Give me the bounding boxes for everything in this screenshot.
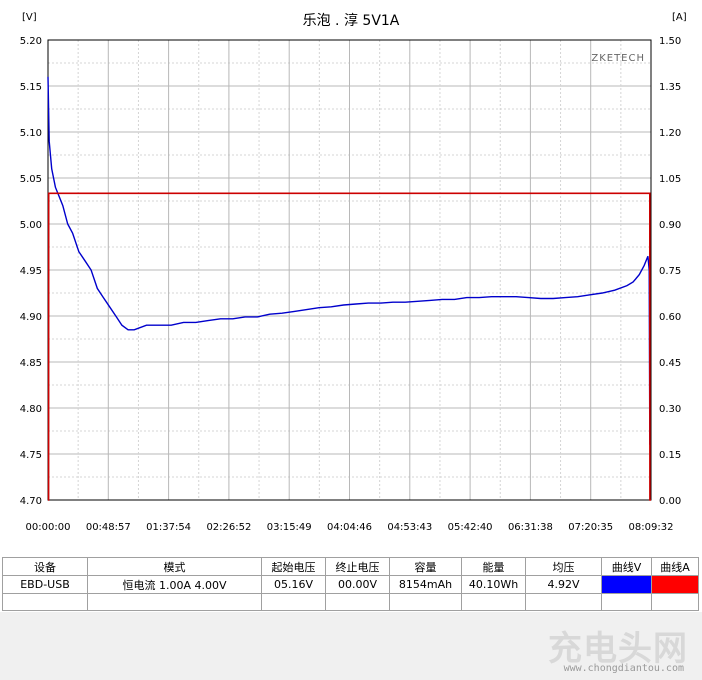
x-axis-tick-label: 04:04:46 bbox=[327, 522, 372, 533]
x-axis-tick-label: 04:53:43 bbox=[387, 522, 432, 533]
cell-energy: 40.10Wh bbox=[461, 575, 526, 594]
header-curve-v: 曲线V bbox=[601, 557, 652, 576]
x-axis-tick-label: 00:00:00 bbox=[26, 522, 71, 533]
header-capacity: 容量 bbox=[389, 557, 462, 576]
left-axis-tick-label: 4.70 bbox=[20, 496, 42, 507]
summary-table: 设备 模式 起始电压 终止电压 容量 能量 均压 曲线V 曲线A EBD-USB… bbox=[2, 557, 699, 611]
chart-title: 乐泡 . 淳 5V1A bbox=[303, 12, 400, 29]
table-row bbox=[2, 593, 699, 611]
header-start-voltage: 起始电压 bbox=[261, 557, 326, 576]
cell-start-voltage: 05.16V bbox=[261, 575, 326, 594]
header-energy: 能量 bbox=[461, 557, 526, 576]
left-axis-tick-label: 5.15 bbox=[20, 82, 42, 93]
right-axis-tick-label: 1.05 bbox=[659, 174, 681, 185]
left-axis-tick-label: 4.90 bbox=[20, 312, 42, 323]
empty-cell bbox=[601, 593, 652, 611]
table-row: EBD-USB 恒电流 1.00A 4.00V 05.16V 00.00V 81… bbox=[2, 575, 699, 594]
right-axis-tick-label: 1.20 bbox=[659, 128, 681, 139]
empty-cell bbox=[461, 593, 526, 611]
empty-cell bbox=[87, 593, 262, 611]
chart: 乐泡 . 淳 5V1A [V] [A] 5.20 5.15 5.10 5.05 5.00… bbox=[0, 0, 702, 556]
cell-end-voltage: 00.00V bbox=[325, 575, 390, 594]
right-axis-unit: [A] bbox=[672, 12, 687, 23]
left-axis-ticks: 5.20 5.15 5.10 5.05 5.00 4.95 4.90 4.85 4.80 4.75… bbox=[20, 36, 42, 507]
cell-capacity: 8154mAh bbox=[389, 575, 462, 594]
cell-mode: 恒电流 1.00A 4.00V bbox=[87, 575, 262, 594]
series-layer bbox=[47, 76, 651, 501]
chart-watermark: ZKETECH bbox=[591, 53, 645, 64]
header-curve-a: 曲线A bbox=[651, 557, 699, 576]
header-device: 设备 bbox=[2, 557, 88, 576]
x-axis-tick-label: 00:48:57 bbox=[86, 522, 131, 533]
x-axis-tick-label: 08:09:32 bbox=[629, 522, 674, 533]
left-axis-tick-label: 4.85 bbox=[20, 358, 42, 369]
voltage-series-line bbox=[47, 76, 651, 445]
current-series-line bbox=[47, 192, 651, 501]
right-axis-tick-label: 1.50 bbox=[659, 36, 681, 47]
right-axis-tick-label: 0.60 bbox=[659, 312, 681, 323]
empty-cell bbox=[525, 593, 602, 611]
right-axis-tick-label: 0.45 bbox=[659, 358, 681, 369]
x-axis-tick-label: 05:42:40 bbox=[448, 522, 493, 533]
x-axis-tick-label: 06:31:38 bbox=[508, 522, 553, 533]
header-avg-voltage: 均压 bbox=[525, 557, 602, 576]
bottom-band: 充电头网 www.chongdiantou.com bbox=[0, 612, 702, 680]
x-axis-tick-label: 07:20:35 bbox=[568, 522, 613, 533]
cell-avg-voltage: 4.92V bbox=[525, 575, 602, 594]
right-axis-tick-label: 0.15 bbox=[659, 450, 681, 461]
header-end-voltage: 终止电压 bbox=[325, 557, 390, 576]
left-axis-tick-label: 5.05 bbox=[20, 174, 42, 185]
empty-cell bbox=[2, 593, 88, 611]
cell-curve-v bbox=[601, 575, 652, 594]
x-axis-ticks: 00:00:00 00:48:57 01:37:54 02:26:52 03:15:49… bbox=[26, 522, 674, 533]
right-axis-tick-label: 0.30 bbox=[659, 404, 681, 415]
table-header-row: 设备 模式 起始电压 终止电压 容量 能量 均压 曲线V 曲线A bbox=[2, 557, 699, 576]
right-axis-tick-label: 1.35 bbox=[659, 82, 681, 93]
left-axis-tick-label: 4.95 bbox=[20, 266, 42, 277]
left-axis-tick-label: 5.20 bbox=[20, 36, 42, 47]
x-axis-tick-label: 01:37:54 bbox=[146, 522, 191, 533]
empty-cell bbox=[651, 593, 699, 611]
right-axis-tick-label: 0.00 bbox=[659, 496, 681, 507]
chart-background bbox=[0, 0, 702, 556]
left-axis-unit: [V] bbox=[22, 12, 37, 23]
x-axis-tick-label: 02:26:52 bbox=[206, 522, 251, 533]
left-axis-tick-label: 4.75 bbox=[20, 450, 42, 461]
header-mode: 模式 bbox=[87, 557, 262, 576]
brand-watermark: 充电头网 bbox=[548, 629, 688, 669]
left-axis-tick-label: 5.00 bbox=[20, 220, 42, 231]
right-axis-ticks: 1.50 1.35 1.20 1.05 0.90 0.75 0.60 0.45 0.30 0.15… bbox=[659, 36, 681, 507]
x-axis-tick-label: 03:15:49 bbox=[267, 522, 312, 533]
left-axis-tick-label: 5.10 bbox=[20, 128, 42, 139]
right-axis-tick-label: 0.90 bbox=[659, 220, 681, 231]
left-axis-tick-label: 4.80 bbox=[20, 404, 42, 415]
brand-url: www.chongdiantou.com bbox=[563, 663, 684, 674]
empty-cell bbox=[325, 593, 390, 611]
curve-v-swatch bbox=[602, 576, 651, 593]
cell-device: EBD-USB bbox=[2, 575, 88, 594]
curve-a-swatch bbox=[652, 576, 698, 593]
empty-cell bbox=[261, 593, 326, 611]
empty-cell bbox=[389, 593, 462, 611]
cell-curve-a bbox=[651, 575, 699, 594]
right-axis-tick-label: 0.75 bbox=[659, 266, 681, 277]
